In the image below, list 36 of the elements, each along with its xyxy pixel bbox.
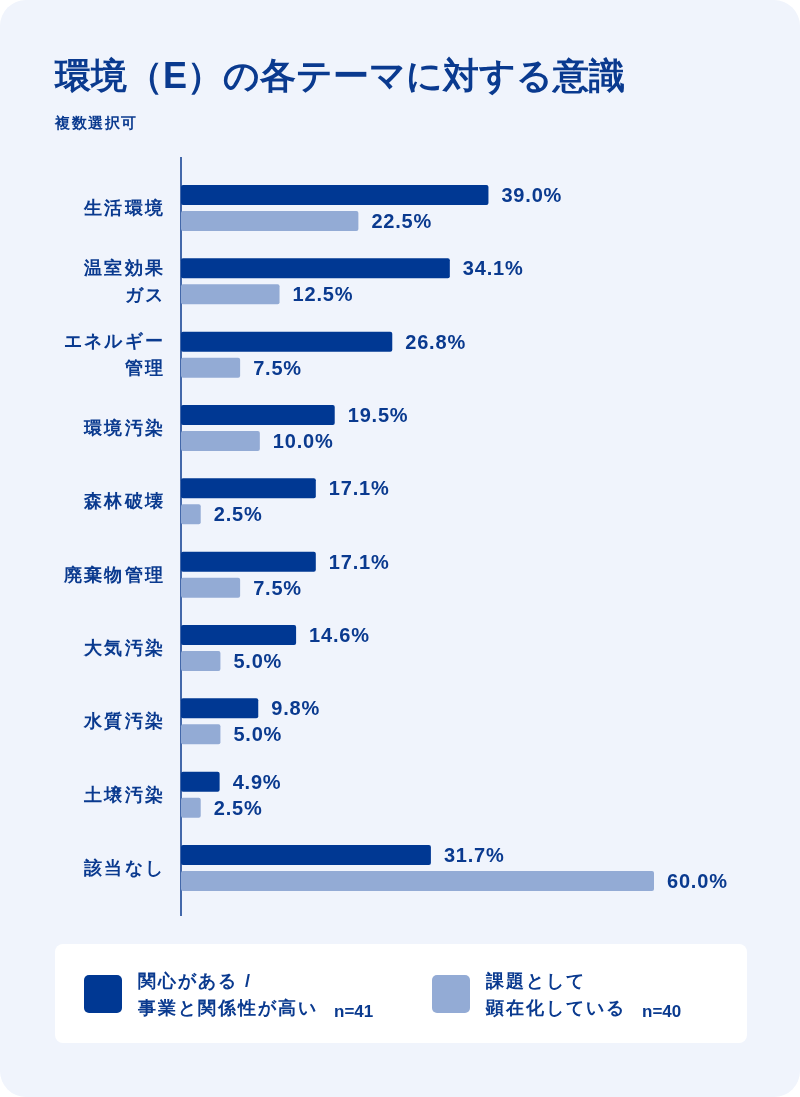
data-label: 60.0% (667, 869, 728, 892)
data-label: 17.1% (328, 550, 390, 573)
data-label: 9.8% (271, 697, 321, 720)
annotation: n=40 (642, 1001, 682, 1021)
data-label: 7.5% (253, 356, 302, 379)
y-tick-label: 森林破壊 (84, 491, 165, 512)
data-label: 34.1% (462, 257, 524, 280)
y-tick-label: 水質汚染 (84, 711, 165, 732)
data-label: 31.7% (443, 843, 505, 866)
y-tick-label: 廃棄物管理 (64, 564, 165, 585)
data-label: 7.5% (253, 576, 302, 599)
data-label: 4.9% (232, 770, 282, 793)
annotation: n=41 (334, 1001, 374, 1021)
data-label: 19.5% (347, 404, 409, 426)
y-tick-label: 環境汚染 (84, 418, 165, 438)
y-tick-label: 土壌汚染 (84, 784, 165, 805)
data-label: 10.0% (272, 430, 334, 452)
data-label: 5.0% (233, 650, 283, 672)
chart-title: 環境（E）の各テーマに対する意識 (55, 55, 625, 96)
data-label: 39.0% (501, 184, 563, 206)
y-tick-label: 大気汚染 (84, 638, 165, 658)
y-tick-label: 生活環境 (84, 198, 165, 218)
data-label: 14.6% (309, 624, 370, 646)
data-label: 17.1% (328, 477, 390, 500)
y-tick-label: エネルギー管理 (64, 331, 165, 379)
data-label: 22.5% (371, 210, 433, 232)
data-label: 12.5% (292, 283, 354, 306)
legend-label: 関心がある / 事業と関係性が高い (138, 970, 318, 1018)
data-label: 2.5% (213, 796, 263, 819)
chart-subtitle: 複数選択可 (55, 114, 138, 131)
y-tick-label: 温室効果ガス (84, 257, 165, 305)
data-label: 26.8% (405, 330, 466, 353)
y-tick-label: 該当なし (84, 857, 165, 878)
data-label: 2.5% (213, 503, 263, 526)
legend-label: 課題として顕在化している (486, 970, 626, 1018)
data-label: 5.0% (233, 723, 283, 746)
